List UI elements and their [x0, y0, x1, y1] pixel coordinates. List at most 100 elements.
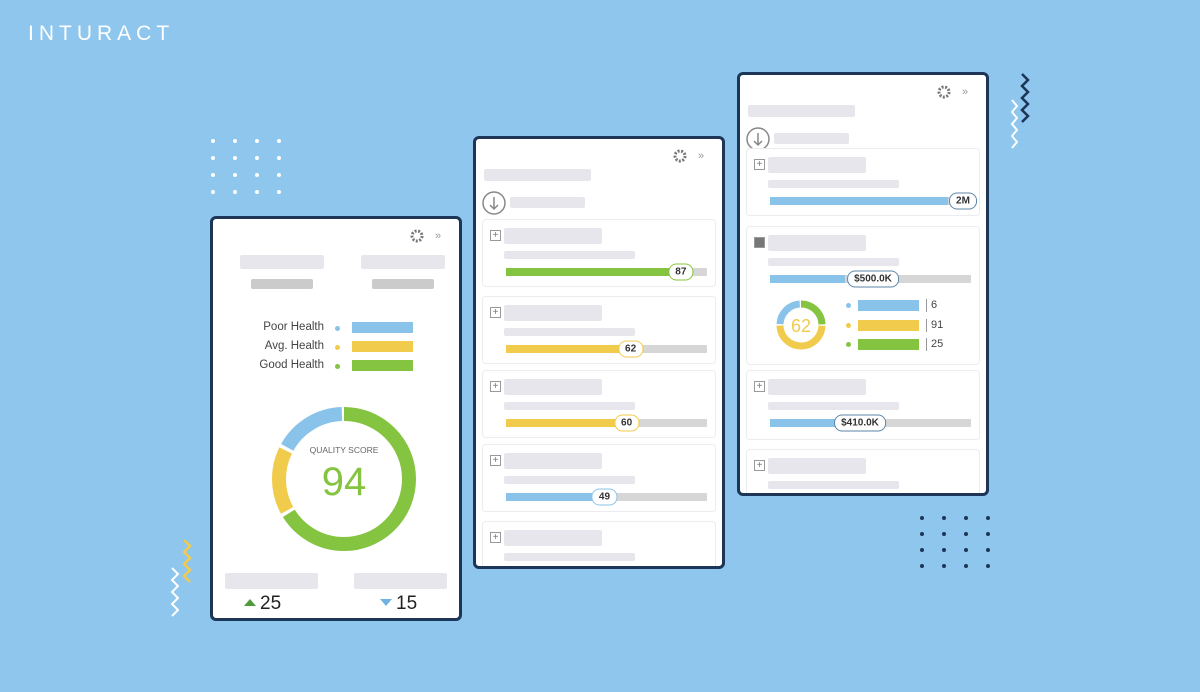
breakdown-value: 6	[931, 299, 938, 311]
progress-track: $500.0K	[770, 270, 971, 288]
placeholder	[768, 481, 899, 489]
down-arrow	[380, 599, 392, 606]
up-arrow	[244, 599, 256, 606]
list-card: $500.0K 62 6 91 25	[746, 226, 980, 365]
dot	[986, 548, 990, 552]
list-card: +49	[482, 444, 716, 512]
legend-dot	[335, 364, 340, 369]
dot	[920, 564, 924, 568]
list-card: + $410.0K	[746, 370, 980, 440]
placeholder	[504, 453, 602, 469]
progress-fill	[770, 275, 845, 283]
value-badge: 87	[668, 263, 694, 281]
sort-arrow	[489, 197, 499, 211]
progress-track: 87	[506, 263, 707, 281]
quality-donut: QUALITY SCORE 94	[272, 407, 416, 551]
progress-track: 60	[506, 414, 707, 432]
progress-fill	[506, 268, 681, 276]
expand-icon[interactable]: +	[490, 532, 501, 543]
settings-icon[interactable]	[937, 85, 951, 99]
legend-dot	[335, 326, 340, 331]
settings-icon[interactable]	[673, 149, 687, 163]
list-card: +87	[482, 219, 716, 287]
placeholder	[354, 573, 447, 589]
expand-icon[interactable]: +	[490, 381, 501, 392]
dot	[277, 173, 281, 177]
score-label: QUALITY SCORE	[310, 445, 379, 455]
breakdown-value: 25	[931, 338, 944, 350]
dot	[255, 156, 259, 160]
dot	[986, 516, 990, 520]
legend-swatch	[858, 319, 919, 331]
dot	[964, 516, 968, 520]
legend-swatch	[352, 322, 413, 333]
dot	[211, 156, 215, 160]
placeholder	[768, 235, 866, 251]
list-card: +	[746, 449, 980, 493]
expand-icon[interactable]: +	[754, 159, 765, 170]
dot	[211, 173, 215, 177]
expand-icon[interactable]: +	[490, 307, 501, 318]
progress-track: 2M	[770, 192, 977, 210]
expand-icon[interactable]: »	[435, 230, 441, 242]
sort-circle[interactable]	[482, 191, 506, 215]
progress-fill	[770, 419, 835, 427]
sort-arrow	[753, 133, 763, 147]
placeholder	[504, 305, 602, 321]
dot	[255, 139, 259, 143]
legend-dot	[846, 322, 851, 328]
value-badge: 60	[614, 414, 640, 432]
legend-label: Avg. Health	[264, 340, 324, 352]
collapse-icon[interactable]	[754, 237, 765, 248]
dot	[277, 156, 281, 160]
mini-score: 62	[791, 316, 811, 336]
dot	[964, 532, 968, 536]
dot	[255, 190, 259, 194]
expand-icon[interactable]: »	[962, 86, 968, 98]
dot	[920, 532, 924, 536]
legend-swatch	[858, 339, 919, 350]
placeholder	[504, 553, 635, 561]
progress-track: $410.0K	[770, 414, 971, 432]
breakdown-value: 91	[931, 318, 944, 331]
value-badge: 62	[618, 340, 644, 358]
placeholder	[240, 255, 324, 269]
settings-icon[interactable]	[410, 229, 424, 243]
progress-fill	[506, 419, 627, 427]
expand-icon[interactable]: +	[490, 455, 501, 466]
dot	[211, 139, 215, 143]
placeholder	[768, 180, 899, 188]
detail-panel: » +2M $500.0K 62 6 91 25 + $410.0K +	[737, 72, 989, 496]
placeholder	[484, 169, 591, 181]
dot	[942, 564, 946, 568]
value-badge: 49	[591, 488, 618, 506]
dot	[277, 190, 281, 194]
dot	[920, 548, 924, 552]
donut-segment	[272, 407, 416, 551]
sort-icon	[482, 191, 506, 215]
expand-icon[interactable]: +	[754, 460, 765, 471]
expand-icon[interactable]: +	[490, 230, 501, 241]
dot	[964, 564, 968, 568]
placeholder	[748, 105, 855, 117]
placeholder	[372, 279, 434, 289]
placeholder	[504, 402, 635, 410]
expand-icon[interactable]: »	[698, 150, 704, 162]
placeholder	[361, 255, 445, 269]
score: 94	[322, 460, 367, 504]
legend-dot	[335, 345, 340, 350]
dot	[986, 532, 990, 536]
dot	[211, 190, 215, 194]
value-badge: 2M	[949, 192, 977, 210]
dot	[255, 173, 259, 177]
dot	[233, 190, 237, 194]
divider	[926, 318, 927, 332]
list-card: +60	[482, 370, 716, 438]
placeholder	[510, 197, 585, 208]
dot	[233, 173, 237, 177]
placeholder	[768, 258, 899, 266]
progress-fill	[506, 345, 631, 353]
expand-icon[interactable]: +	[754, 381, 765, 392]
placeholder	[504, 251, 635, 259]
